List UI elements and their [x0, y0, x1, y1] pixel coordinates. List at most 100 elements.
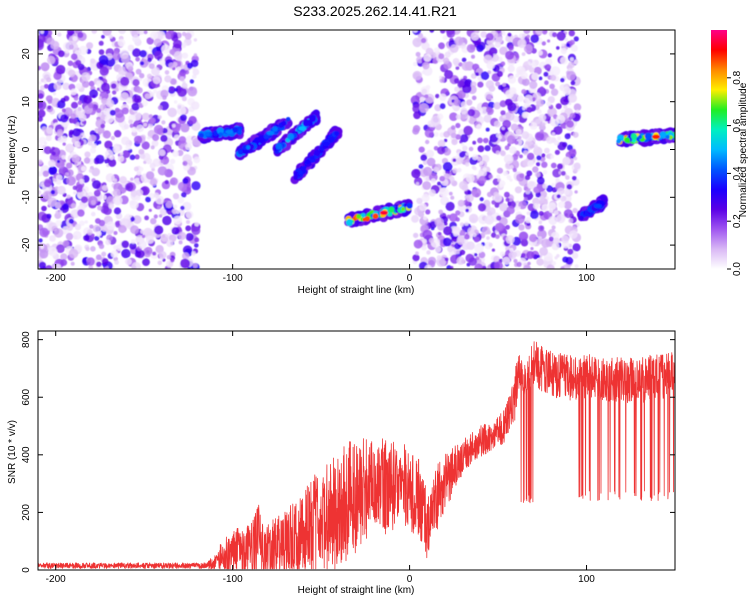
heatmap-cell — [66, 162, 73, 169]
heatmap-cell — [547, 39, 551, 43]
heatmap-cell — [556, 214, 566, 224]
heatmap-cell — [105, 173, 115, 183]
heatmap-cell — [101, 258, 109, 265]
heatmap-cell — [102, 130, 111, 139]
heatmap-feature-core — [406, 202, 413, 209]
heatmap-cell — [452, 158, 457, 162]
heatmap-cell — [535, 118, 541, 125]
heatmap-cell — [505, 50, 515, 60]
heatmap-cell — [166, 255, 172, 260]
heatmap-cell — [194, 243, 199, 248]
heatmap-cell — [168, 30, 174, 35]
heatmap-cell — [561, 235, 570, 244]
heatmap-cell — [113, 195, 123, 206]
heatmap-cell — [131, 102, 140, 111]
heatmap-cell — [574, 264, 579, 269]
heatmap-cell — [169, 177, 178, 186]
heatmap-cell — [130, 216, 135, 222]
heatmap-cell — [546, 264, 555, 269]
heatmap-cell — [170, 78, 177, 85]
heatmap-cell — [38, 190, 42, 195]
heatmap-cell — [570, 44, 578, 52]
heatmap-y-tick-label: 20 — [21, 48, 32, 60]
heatmap-cell — [488, 101, 495, 109]
heatmap-cell — [422, 166, 433, 177]
heatmap-cell — [471, 187, 482, 198]
heatmap-cell — [90, 58, 96, 64]
heatmap-cell — [145, 196, 152, 203]
heatmap-cell — [471, 95, 477, 101]
heatmap-cell — [509, 178, 513, 182]
heatmap-cell — [533, 186, 540, 194]
heatmap-cell — [547, 53, 552, 58]
heatmap-cell — [189, 79, 195, 84]
heatmap-cell — [499, 46, 508, 55]
heatmap-cell — [438, 53, 445, 60]
heatmap-cell — [185, 225, 192, 232]
heatmap-cell — [145, 235, 155, 244]
heatmap-cell — [116, 244, 123, 252]
heatmap-cell — [41, 126, 47, 132]
heatmap-cell — [532, 166, 539, 173]
heatmap-cell — [455, 210, 461, 216]
heatmap-cell — [70, 261, 75, 266]
heatmap-cell — [114, 260, 119, 265]
heatmap-cell — [426, 157, 436, 167]
heatmap-cell — [75, 184, 84, 193]
heatmap-cell — [118, 30, 126, 35]
heatmap-cell — [548, 202, 557, 211]
heatmap-cell — [546, 101, 552, 107]
heatmap-cell — [40, 85, 45, 91]
snr-y-tick-label: 200 — [21, 504, 32, 521]
heatmap-feature-core — [218, 132, 223, 137]
heatmap-cell — [456, 256, 465, 265]
heatmap-cell — [153, 124, 164, 135]
heatmap-x-tick-label: 0 — [407, 273, 413, 284]
heatmap-cell — [541, 153, 546, 158]
heatmap-cell — [558, 201, 566, 209]
heatmap-cell — [158, 155, 164, 160]
heatmap-cell — [491, 248, 495, 252]
heatmap-cell — [464, 80, 471, 87]
heatmap-cell — [471, 54, 475, 59]
heatmap-cell — [142, 100, 148, 107]
heatmap-cell — [521, 78, 530, 86]
heatmap-cell — [50, 40, 60, 50]
heatmap-cell — [92, 180, 101, 189]
heatmap-cell — [575, 109, 580, 114]
heatmap-cell — [71, 154, 81, 163]
heatmap-cell — [42, 170, 50, 177]
heatmap-cell — [83, 234, 90, 241]
heatmap-cell — [437, 146, 446, 155]
heatmap-cell — [470, 32, 480, 41]
heatmap-cell — [170, 258, 175, 263]
heatmap-feature-core — [302, 119, 310, 127]
heatmap-cell — [176, 66, 181, 72]
heatmap-cell — [145, 171, 155, 180]
heatmap-cell — [180, 123, 190, 133]
heatmap-cell — [474, 253, 478, 257]
heatmap-cell — [523, 44, 533, 53]
heatmap-cell — [182, 42, 187, 47]
heatmap-cell — [128, 119, 133, 125]
heatmap-feature-peak — [593, 203, 602, 209]
heatmap-cell — [103, 108, 111, 116]
heatmap-cell — [121, 240, 129, 249]
heatmap-cell — [517, 95, 524, 102]
heatmap-feature-core — [232, 127, 239, 133]
heatmap-cell — [68, 218, 74, 224]
heatmap-cell — [136, 189, 144, 197]
heatmap-cell — [411, 215, 419, 223]
heatmap-cell — [426, 149, 435, 158]
heatmap-cell — [533, 145, 539, 150]
heatmap-cell — [429, 30, 435, 33]
heatmap-cell — [443, 131, 450, 138]
heatmap-cell — [563, 104, 568, 110]
heatmap-cell — [485, 127, 490, 132]
heatmap-cell — [478, 251, 486, 259]
heatmap-cell — [121, 248, 131, 259]
heatmap-cell — [131, 262, 141, 269]
heatmap-cell — [530, 247, 534, 251]
heatmap-y-tick-label: 10 — [21, 96, 32, 108]
heatmap-cell — [71, 117, 78, 124]
